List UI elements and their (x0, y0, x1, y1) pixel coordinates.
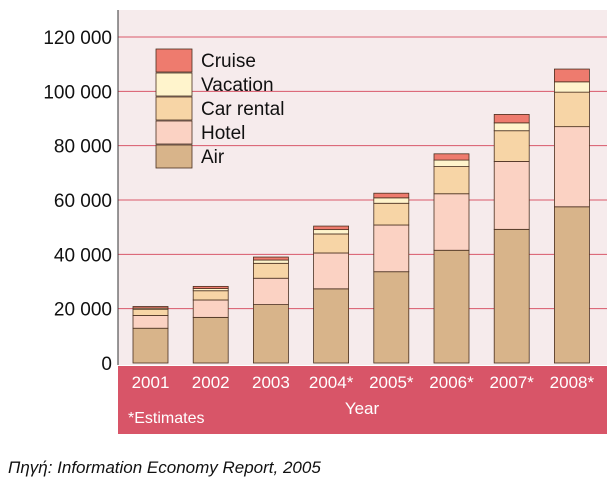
y-tick-label: 60 000 (54, 191, 112, 212)
y-tick-label: 0 (101, 354, 112, 375)
bar-segment-hotel (313, 252, 350, 290)
x-axis-band (118, 366, 607, 434)
bar-segment-air (493, 228, 530, 364)
bar-segment-air (313, 288, 350, 364)
x-tick-label: 2002 (192, 373, 230, 392)
bar-segment-air (252, 304, 289, 364)
bar-segment-cruise (313, 225, 350, 231)
bar-segment-cruise (192, 285, 229, 289)
bar-segment-car-rental (373, 202, 410, 226)
bar-segment-hotel (493, 161, 530, 230)
legend-label-hotel: Hotel (201, 123, 245, 144)
legend-swatch-air (155, 144, 193, 169)
bar-segment-hotel (433, 193, 470, 251)
bar-segment-air (433, 249, 470, 364)
y-tick-label: 120 000 (43, 28, 112, 49)
bar-segment-car-rental (252, 262, 289, 279)
bar-segment-car-rental (493, 130, 530, 162)
legend-label-air: Air (201, 147, 225, 168)
bar-segment-air (373, 271, 410, 364)
y-tick-label: 100 000 (43, 82, 112, 103)
footnote: *Estimates (128, 410, 204, 427)
bar-segment-car-rental (132, 308, 169, 316)
bar-segment-cruise (493, 114, 530, 124)
bar-segment-vacation (554, 81, 590, 93)
bar-segment-air (554, 206, 590, 364)
bar-segment-cruise (252, 256, 289, 261)
y-tick-label: 20 000 (54, 300, 112, 321)
bar-segment-vacation (373, 197, 410, 204)
bar-segment-vacation (493, 122, 530, 132)
bar-segment-vacation (252, 259, 289, 264)
x-tick-label: 2008* (550, 373, 595, 392)
bar-segment-car-rental (192, 290, 229, 301)
bar-segment-hotel (132, 315, 169, 329)
legend-label-car-rental: Car rental (201, 99, 284, 120)
bar-segment-car-rental (433, 166, 470, 195)
bar-segment-hotel (554, 126, 590, 208)
bar-segment-cruise (132, 306, 169, 309)
bar-segment-cruise (433, 153, 470, 161)
x-tick-label: 2005* (369, 373, 414, 392)
bar-segment-cruise (554, 68, 590, 83)
y-tick-label: 40 000 (54, 245, 112, 266)
bar-segment-car-rental (554, 91, 590, 128)
y-tick-label: 80 000 (54, 137, 112, 158)
x-tick-label: 2003 (252, 373, 290, 392)
bar-segment-hotel (252, 277, 289, 305)
x-tick-label: 2001 (132, 373, 170, 392)
x-tick-label: 2004* (309, 373, 354, 392)
legend-swatch-car-rental (155, 96, 193, 121)
bar-segment-vacation (313, 229, 350, 235)
legend-label-cruise: Cruise (201, 51, 256, 72)
bar-segment-air (192, 316, 229, 364)
bar-segment-hotel (373, 224, 410, 273)
bar-segment-vacation (433, 159, 470, 167)
x-tick-label: 2007* (489, 373, 534, 392)
legend-swatch-hotel (155, 120, 193, 145)
bar-segment-car-rental (313, 233, 350, 254)
legend-swatch-cruise (155, 48, 193, 73)
bar-segment-cruise (373, 192, 410, 199)
source-note: Πηγή: Information Economy Report, 2005 (8, 458, 321, 477)
bar-segment-air (132, 327, 169, 364)
legend-label-vacation: Vacation (201, 75, 274, 96)
x-axis-title: Year (345, 399, 380, 418)
bar-segment-hotel (192, 299, 229, 318)
legend-swatch-vacation (155, 72, 193, 97)
x-tick-label: 2006* (429, 373, 474, 392)
